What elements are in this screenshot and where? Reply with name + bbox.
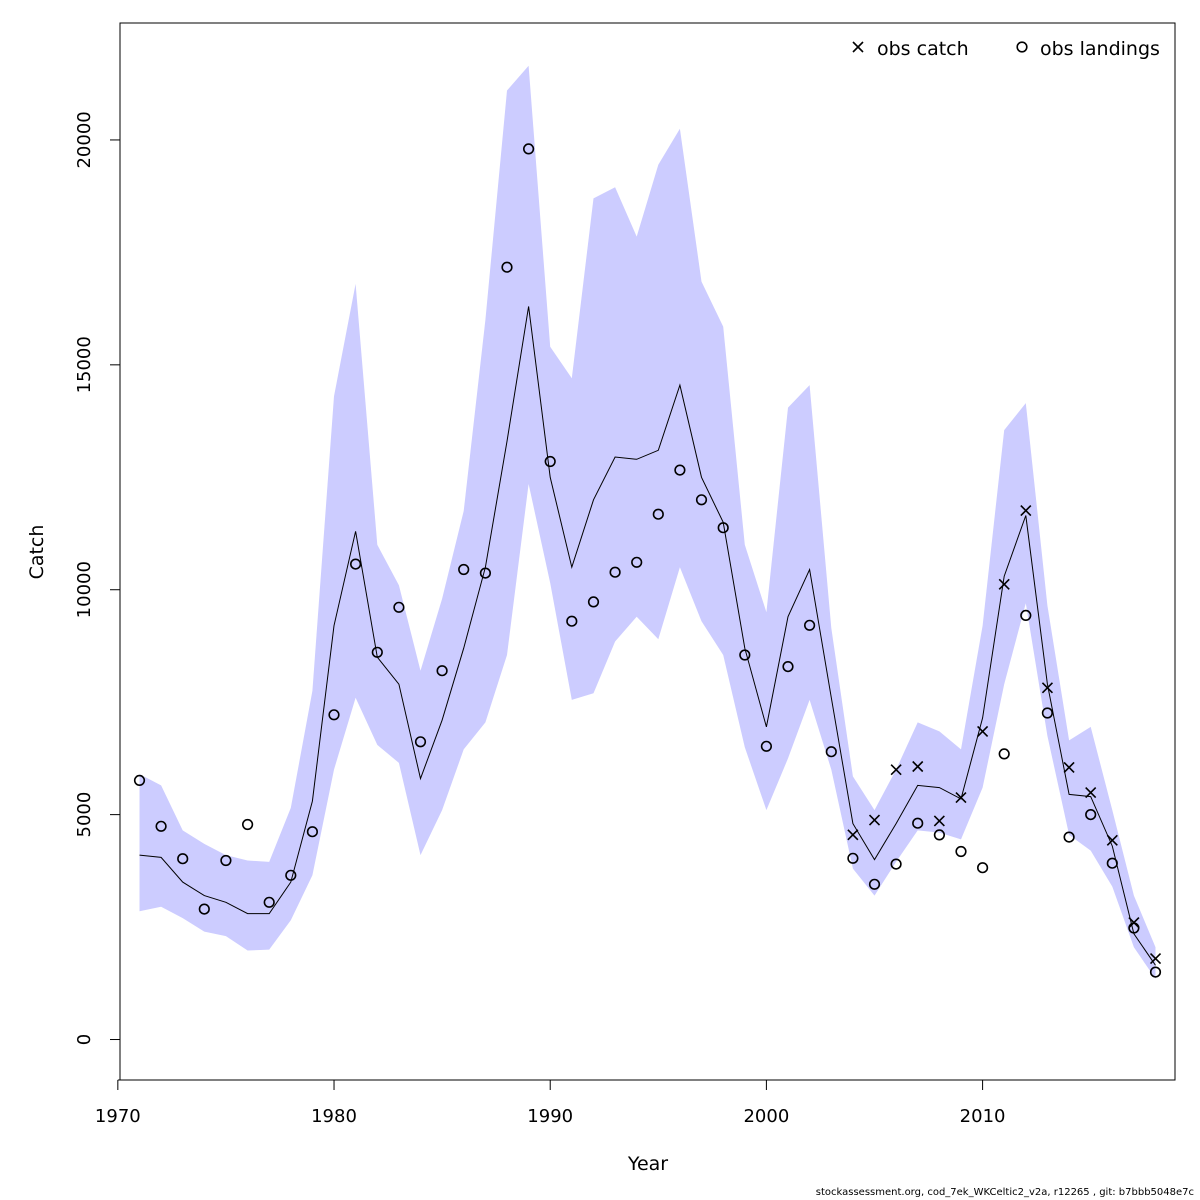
x-tick-label: 1970	[95, 1106, 141, 1127]
obs-landings-point	[1149, 966, 1162, 978]
obs-landings-point	[285, 869, 297, 881]
obs-catch-point	[933, 815, 945, 827]
legend-obs-catch-label: obs catch	[877, 38, 969, 60]
legend: obs catch obs landings	[852, 38, 1160, 60]
obs-landings-point	[263, 896, 275, 908]
y-tick-label: 0	[74, 1034, 95, 1045]
obs-landings-point	[760, 740, 773, 752]
obs-landings-point	[501, 261, 513, 273]
y-tick-label: 10000	[74, 561, 95, 618]
obs-landings-point	[198, 903, 210, 915]
obs-landings-point	[587, 596, 600, 608]
obs-landings-point	[306, 826, 319, 838]
obs-catch-point	[1020, 505, 1032, 517]
confidence-band	[139, 65, 1156, 979]
obs-catch-point	[955, 791, 967, 804]
observation-points-layer	[133, 143, 1162, 978]
y-tick-label: 5000	[74, 792, 95, 838]
x-tick-label: 2010	[960, 1106, 1006, 1127]
obs-landings-point	[998, 748, 1010, 760]
obs-landings-point	[328, 709, 340, 721]
obs-landings-point	[393, 601, 405, 613]
y-tick-label: 15000	[74, 336, 95, 393]
x-tick-label: 1990	[527, 1106, 573, 1127]
obs-landings-point	[695, 494, 708, 506]
y-tick-label: 20000	[74, 111, 95, 168]
obs-landings-point	[1063, 831, 1075, 843]
obs-landings-point	[242, 818, 254, 831]
obs-catch-point	[1128, 917, 1140, 929]
confidence-band-layer	[139, 65, 1156, 979]
obs-catch-point	[998, 578, 1010, 590]
x-tick-label: 2000	[743, 1106, 789, 1127]
obs-catch-point	[847, 829, 859, 841]
estimate-line-layer	[139, 306, 1156, 966]
x-tick-label: 1980	[311, 1106, 357, 1127]
obs-landings-point	[1020, 609, 1032, 622]
obs-landings-point	[825, 746, 837, 758]
obs-catch-point	[1041, 682, 1054, 694]
obs-landings-point	[782, 660, 794, 673]
obs-catch-point	[977, 725, 989, 737]
y-axis-title: Catch	[26, 525, 48, 580]
obs-landings-point	[739, 649, 751, 661]
obs-catch-point	[1063, 761, 1075, 773]
estimate-line	[139, 306, 1156, 966]
obs-landings-point	[458, 563, 470, 576]
obs-catch-point	[1085, 787, 1097, 799]
obs-catch-point	[868, 814, 881, 826]
obs-landings-point	[674, 464, 686, 476]
legend-x-marker-icon	[852, 41, 864, 53]
obs-landings-point	[544, 455, 556, 468]
obs-landings-point	[133, 774, 146, 787]
obs-landings-point	[371, 646, 383, 658]
obs-landings-point	[1085, 808, 1097, 821]
obs-landings-point	[522, 143, 535, 155]
obs-landings-point	[609, 566, 621, 578]
obs-landings-point	[436, 665, 448, 677]
obs-landings-point	[177, 853, 189, 865]
obs-landings-point	[890, 858, 902, 870]
y-axis: 0 5000 10000 15000 20000	[74, 111, 121, 1045]
obs-landings-point	[955, 845, 967, 858]
obs-landings-point	[717, 522, 729, 534]
obs-landings-point	[847, 852, 859, 864]
obs-landings-point	[155, 820, 167, 832]
obs-catch-point	[1149, 952, 1162, 965]
obs-landings-point	[976, 862, 989, 874]
obs-catch-point	[1106, 834, 1118, 846]
legend-obs-landings-label: obs landings	[1040, 38, 1160, 60]
obs-catch-point	[912, 760, 924, 773]
x-axis-title: Year	[627, 1153, 668, 1175]
legend-circle-marker-icon	[1016, 41, 1028, 53]
x-axis: 1970 1980 1990 2000 2010	[95, 1079, 1006, 1127]
obs-landings-point	[933, 829, 946, 841]
source-caption: stockassessment.org, cod_7ek_WKCeltic2_v…	[815, 1187, 1194, 1198]
obs-landings-point	[803, 619, 816, 631]
obs-landings-point	[912, 817, 924, 829]
obs-landings-point	[220, 854, 232, 867]
obs-landings-point	[868, 878, 881, 890]
obs-landings-point	[631, 556, 643, 568]
obs-landings-point	[414, 736, 427, 748]
obs-landings-point	[479, 567, 492, 579]
obs-landings-point	[652, 508, 664, 520]
obs-catch-point	[890, 764, 902, 776]
obs-landings-point	[350, 558, 362, 570]
obs-landings-point	[566, 615, 578, 627]
obs-landings-point	[1041, 707, 1053, 719]
obs-landings-point	[1106, 857, 1118, 869]
